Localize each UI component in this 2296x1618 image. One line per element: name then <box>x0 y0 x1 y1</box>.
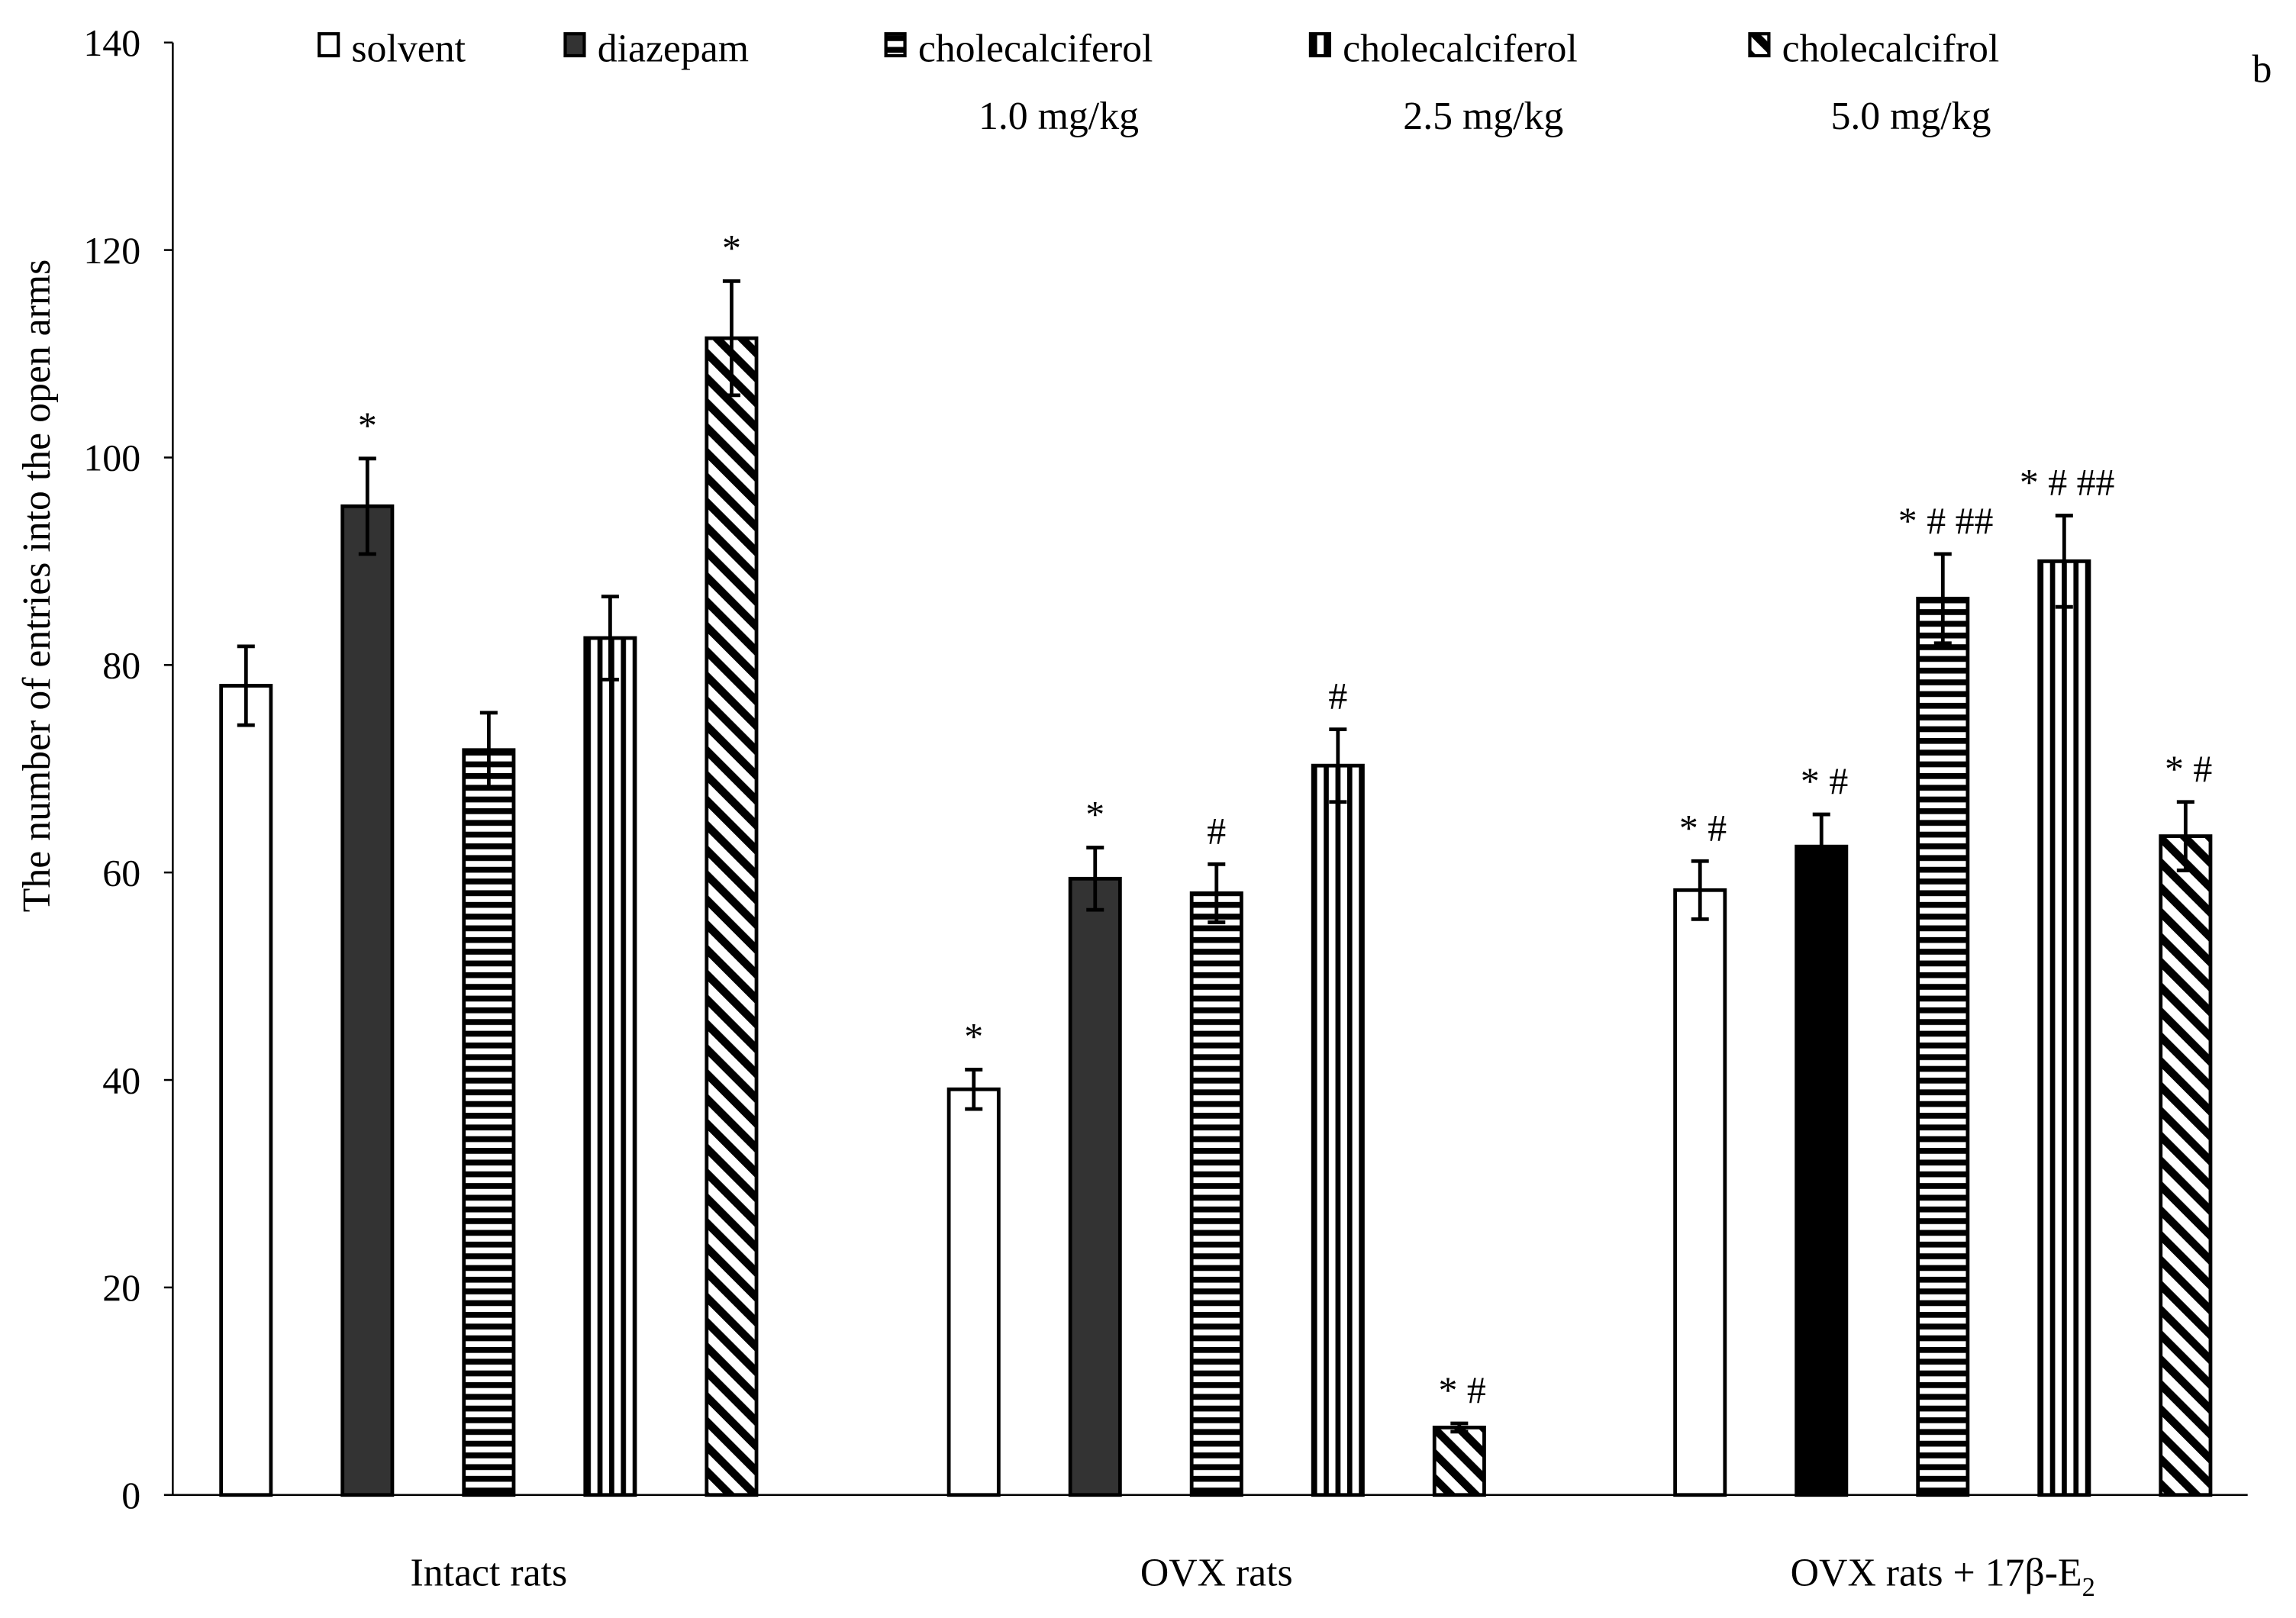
significance-annotation: * <box>358 404 377 446</box>
bar-solid <box>340 504 395 1497</box>
legend-dose: 2.5 mg/kg <box>1403 95 1563 138</box>
x-category-label: OVX rats + 17β-E2 <box>1791 1552 2095 1602</box>
bar-vertical <box>2037 559 2091 1497</box>
subscript: 2 <box>2082 1573 2095 1602</box>
legend-swatch-empty <box>318 32 340 58</box>
bar-diagonal <box>1432 1426 1486 1497</box>
significance-annotation: * # <box>2165 748 2212 790</box>
legend-swatch-solid <box>563 32 586 58</box>
bar-horizontal <box>462 748 516 1497</box>
y-tick-label: 40 <box>102 1059 140 1101</box>
significance-annotation: # <box>1207 810 1226 852</box>
bar-solid <box>1068 876 1122 1497</box>
bar-diagonal <box>2159 834 2213 1497</box>
bar-empty <box>946 1087 1001 1497</box>
legend-label: diazepam <box>598 27 749 71</box>
legend-dose: 1.0 mg/kg <box>979 95 1139 138</box>
legend-dose: 5.0 mg/kg <box>1830 95 1991 138</box>
x-category-label: Intact rats <box>411 1552 568 1595</box>
significance-annotation: * # <box>1439 1369 1486 1411</box>
bars: * * * * # # * # * # * # * # ## * # ## * # <box>219 227 2213 1497</box>
significance-annotation: * # ## <box>2020 462 2115 504</box>
legend-label: cholecalciferol <box>1343 27 1578 71</box>
y-axis-label: The number of entries into the open arms <box>15 259 59 913</box>
bar-empty <box>1673 888 1727 1497</box>
legend: solvent diazepam cholecalciferol 1.0 mg/kg c… <box>318 27 2000 138</box>
y-tick-label: 0 <box>121 1475 140 1516</box>
bar-horizontal <box>1189 891 1243 1497</box>
legend-label: solvent <box>351 27 466 71</box>
y-tick-label: 20 <box>102 1267 140 1309</box>
axes: 0 20 40 60 80 100 120 140 Intact rats OVX rats OVX… <box>83 22 2248 1602</box>
legend-swatch-vertical <box>1308 32 1331 58</box>
bar-diagonal <box>705 336 759 1497</box>
bar-vertical <box>583 636 637 1497</box>
significance-annotation: # <box>1328 675 1347 717</box>
significance-annotation: * # ## <box>1898 500 1994 542</box>
significance-annotation: * <box>964 1016 983 1058</box>
y-tick-label: 140 <box>83 22 140 64</box>
significance-annotation: * <box>1085 794 1104 836</box>
bar-horizontal <box>1916 596 1970 1497</box>
legend-label: cholecalcifrol <box>1782 27 2000 71</box>
significance-annotation: * # <box>1679 807 1727 849</box>
legend-swatch-horizontal <box>884 32 907 58</box>
bar-vertical <box>1311 763 1365 1497</box>
y-tick-label: 120 <box>83 230 140 272</box>
panel-label: b <box>2252 48 2272 92</box>
legend-label: cholecalciferol <box>918 27 1153 71</box>
significance-annotation: * <box>722 227 741 269</box>
y-tick-label: 100 <box>83 437 140 479</box>
legend-swatch-diagonal <box>1748 32 1771 58</box>
x-category-label: OVX rats <box>1140 1552 1293 1595</box>
bar-solid <box>1795 844 1849 1497</box>
y-tick-label: 60 <box>102 852 140 894</box>
significance-annotation: * # <box>1801 760 1848 802</box>
y-tick-label: 80 <box>102 645 140 687</box>
bar-empty <box>219 684 273 1497</box>
